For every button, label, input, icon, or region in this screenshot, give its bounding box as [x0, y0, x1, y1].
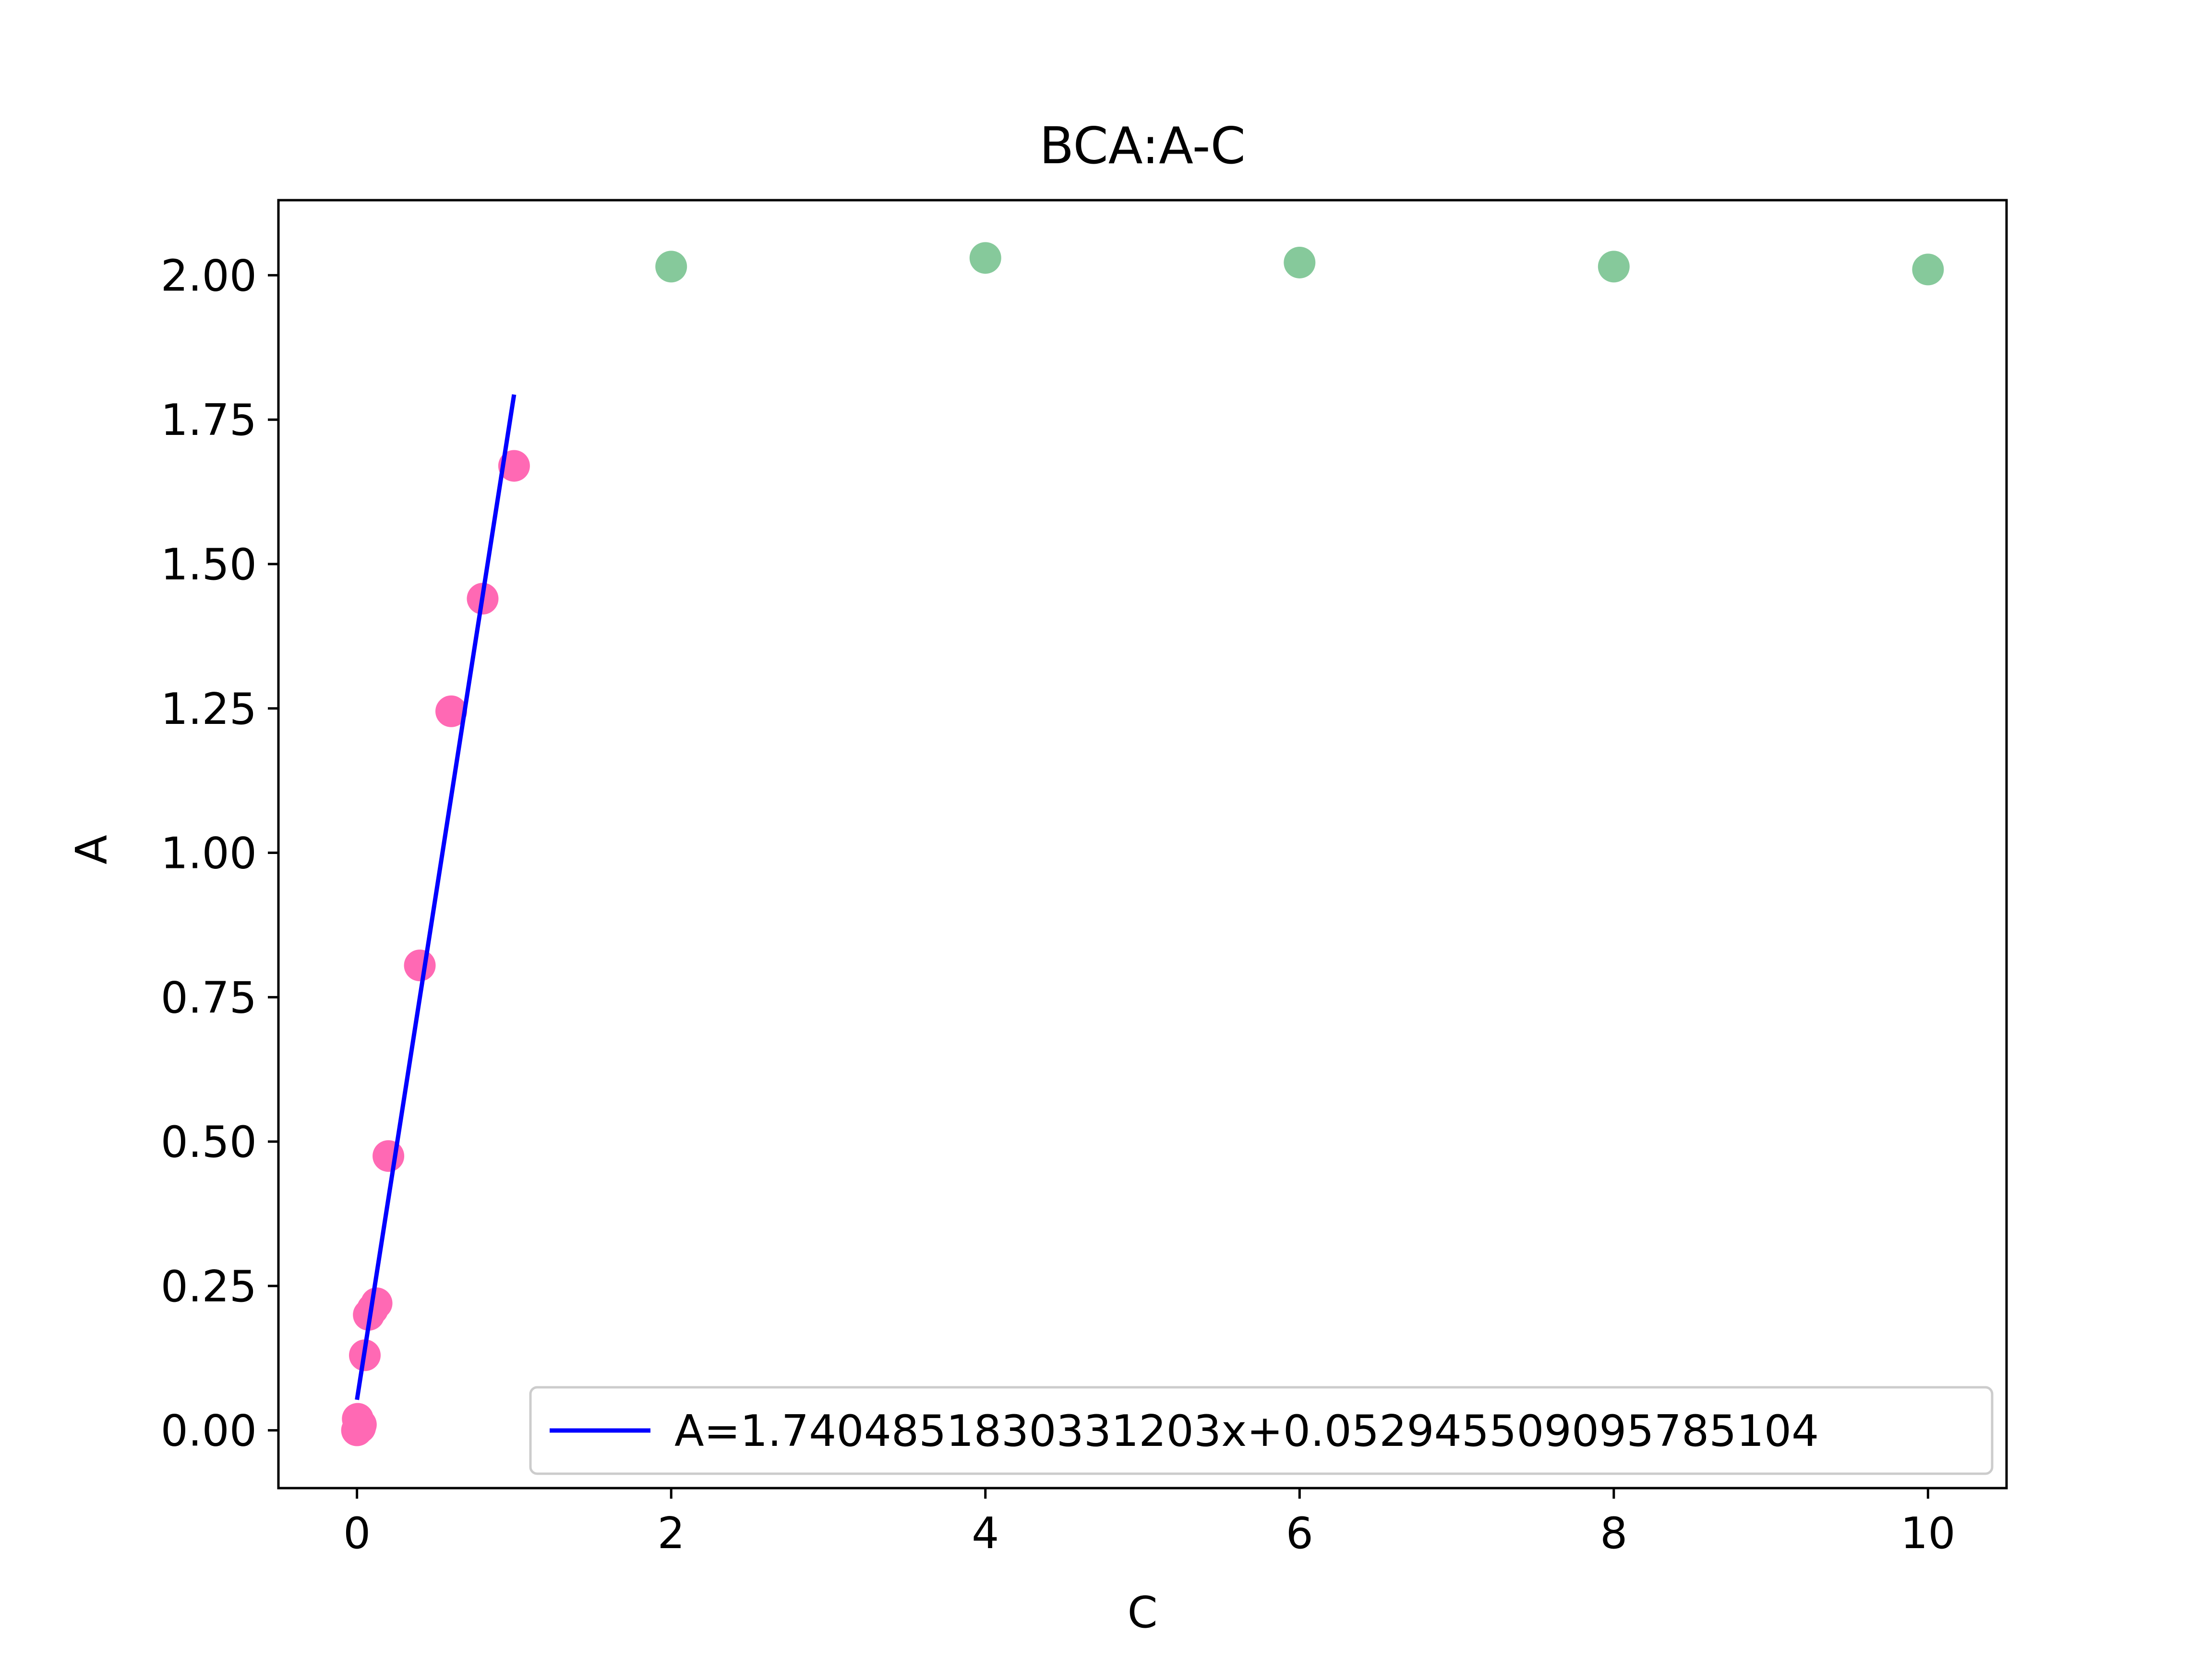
- chart-title: BCA:A-C: [1039, 117, 1246, 175]
- data-point-s2-2: [969, 242, 1001, 274]
- data-point-s2-5: [1912, 253, 1944, 286]
- data-point-s1-11: [404, 950, 436, 982]
- y-tick-label-4: 0.75: [161, 973, 257, 1023]
- y-tick-label-6: 1.25: [161, 684, 257, 734]
- data-point-s1-5: [345, 1408, 377, 1441]
- legend-label-1: A=1.7404851830331203x+0.0529455090957851…: [674, 1406, 1819, 1456]
- fit-line-1: [355, 394, 517, 1400]
- data-point-s1-12: [435, 695, 467, 727]
- x-tick-label-5: 8: [1600, 1508, 1627, 1559]
- y-tick-label-7: 1.50: [161, 540, 257, 590]
- y-axis-label: A: [67, 835, 117, 865]
- x-axis-label: C: [1128, 1587, 1158, 1638]
- y-tick-label-2: 0.25: [161, 1262, 257, 1312]
- data-point-s2-4: [1598, 251, 1630, 283]
- data-point-s1-9: [361, 1287, 393, 1319]
- legend-box: [529, 1386, 1994, 1475]
- x-tick-label-2: 2: [658, 1508, 685, 1559]
- y-tick-label-9: 2.00: [161, 251, 257, 301]
- data-point-s1-10: [373, 1140, 405, 1172]
- x-tick-label-1: 0: [343, 1508, 371, 1559]
- y-tick-label-1: 0.00: [161, 1406, 257, 1456]
- plot-area: 0 2 4 6 8 10 0.00 0.25 0.50 0.75 1.00 1.25 1.50 1.75 2…: [161, 199, 2008, 1559]
- plot-frame: [277, 199, 2008, 1490]
- data-point-s2-1: [655, 251, 687, 283]
- x-tick-label-3: 4: [972, 1508, 999, 1559]
- y-tick-label-3: 0.50: [161, 1117, 257, 1167]
- y-tick-label-8: 1.75: [161, 395, 257, 445]
- y-tick-label-5: 1.00: [161, 829, 257, 879]
- x-tick-label-4: 6: [1286, 1508, 1313, 1559]
- x-tick-label-6: 10: [1900, 1508, 1956, 1559]
- data-point-s2-3: [1284, 246, 1316, 278]
